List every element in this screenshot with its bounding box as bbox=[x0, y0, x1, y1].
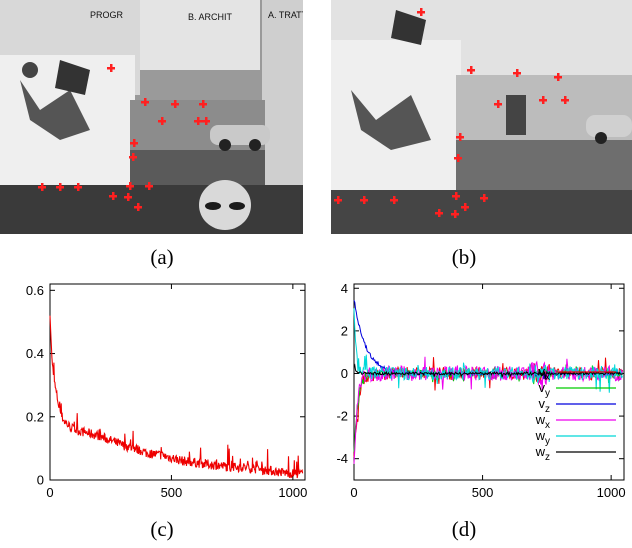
photo-b bbox=[331, 0, 632, 234]
c-xtick-label: 500 bbox=[161, 485, 183, 500]
feature-marker bbox=[454, 154, 462, 162]
feature-marker bbox=[134, 203, 142, 211]
feature-marker bbox=[194, 117, 202, 125]
feature-marker bbox=[107, 64, 115, 72]
feature-marker bbox=[480, 194, 488, 202]
panel-label-b: (b) bbox=[451, 245, 477, 269]
photo-a-text-1: PROGR bbox=[90, 10, 124, 20]
d-legend-label-wx: wx bbox=[535, 412, 550, 431]
feature-marker bbox=[467, 66, 475, 74]
chart-c: 0 500 1000 0 0.2 0.4 0.6 bbox=[26, 283, 307, 500]
feature-marker bbox=[109, 192, 117, 200]
feature-marker bbox=[417, 8, 425, 16]
feature-marker bbox=[390, 196, 398, 204]
d-series-wy bbox=[353, 308, 623, 393]
photo-a-text-2: B. ARCHIT bbox=[188, 12, 233, 22]
photo-a-text-3: A. TRATT bbox=[268, 10, 303, 20]
feature-marker bbox=[74, 183, 82, 191]
d-legend-label-wz: wz bbox=[535, 444, 550, 463]
feature-marker bbox=[124, 193, 132, 201]
feature-marker bbox=[38, 183, 46, 191]
feature-marker bbox=[130, 139, 138, 147]
feature-marker bbox=[171, 100, 179, 108]
d-ytick-label: 2 bbox=[341, 323, 348, 338]
feature-marker bbox=[513, 69, 521, 77]
c-ytick-label: 0 bbox=[37, 473, 44, 488]
feature-marker bbox=[158, 117, 166, 125]
feature-marker bbox=[539, 96, 547, 104]
d-xtick-label: 500 bbox=[472, 485, 494, 500]
feature-marker bbox=[451, 210, 459, 218]
photo-a: PROGR B. ARCHIT A. TRATT bbox=[0, 0, 303, 234]
feature-marker bbox=[56, 183, 64, 191]
d-ytick-label: -2 bbox=[336, 409, 348, 424]
feature-marker bbox=[334, 196, 342, 204]
feature-marker bbox=[452, 192, 460, 200]
c-xtick-label: 0 bbox=[46, 485, 53, 500]
feature-marker bbox=[129, 153, 137, 161]
feature-marker bbox=[202, 117, 210, 125]
d-series-wz bbox=[353, 363, 623, 380]
c-ytick-label: 0.6 bbox=[26, 283, 44, 298]
feature-marker bbox=[435, 209, 443, 217]
feature-marker bbox=[199, 100, 207, 108]
panel-label-a: (a) bbox=[150, 245, 174, 269]
c-ytick-label: 0.4 bbox=[26, 346, 44, 361]
c-series-line bbox=[49, 315, 304, 479]
feature-marker bbox=[360, 196, 368, 204]
d-ytick-label: 0 bbox=[341, 366, 348, 381]
d-xtick-label: 0 bbox=[350, 485, 357, 500]
chart-c-frame bbox=[49, 283, 306, 481]
d-xtick-label: 1000 bbox=[597, 485, 626, 500]
feature-marker bbox=[126, 182, 134, 190]
panel-label-c: (c) bbox=[150, 517, 174, 541]
d-legend-label-wy: wy bbox=[535, 428, 550, 447]
d-legend-label-vz: vz bbox=[539, 396, 551, 415]
c-ytick-label: 0.2 bbox=[26, 409, 44, 424]
d-legend-label-vx: vx bbox=[539, 364, 551, 383]
feature-marker bbox=[554, 73, 562, 81]
feature-marker bbox=[561, 96, 569, 104]
panel-label-d: (d) bbox=[451, 517, 477, 541]
feature-marker bbox=[141, 98, 149, 106]
d-series-vz bbox=[353, 300, 623, 380]
d-ytick-label: -4 bbox=[336, 451, 348, 466]
feature-marker bbox=[494, 100, 502, 108]
c-xtick-label: 1000 bbox=[278, 485, 307, 500]
feature-marker bbox=[456, 133, 464, 141]
d-ytick-label: 4 bbox=[341, 281, 348, 296]
chart-d-frame bbox=[353, 283, 625, 481]
feature-marker bbox=[461, 203, 469, 211]
feature-marker bbox=[145, 182, 153, 190]
d-legend-label-vy: vy bbox=[539, 380, 551, 399]
